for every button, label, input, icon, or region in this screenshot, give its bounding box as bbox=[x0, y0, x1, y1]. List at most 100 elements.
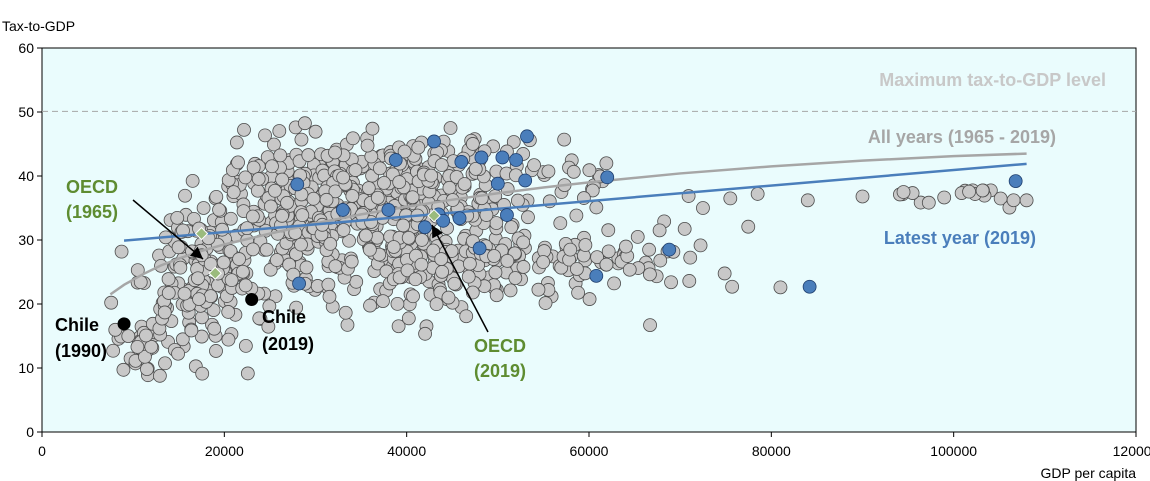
background-point bbox=[434, 252, 449, 266]
background-point bbox=[232, 252, 246, 266]
background-point bbox=[569, 208, 584, 223]
background-point bbox=[717, 266, 732, 281]
background-point bbox=[443, 121, 458, 135]
background-point bbox=[114, 244, 129, 259]
background-point bbox=[175, 332, 190, 347]
background-point bbox=[601, 223, 616, 238]
latest-year-point bbox=[417, 220, 432, 235]
background-point bbox=[207, 321, 222, 336]
background-point bbox=[457, 177, 472, 191]
background-point bbox=[240, 366, 255, 381]
background-point bbox=[139, 328, 153, 343]
oecd-2019-label: (2019) bbox=[474, 361, 526, 381]
background-point bbox=[328, 145, 342, 160]
background-point bbox=[221, 305, 236, 319]
background-point bbox=[195, 366, 210, 381]
oecd-2019-label: OECD bbox=[474, 336, 526, 356]
background-point bbox=[263, 199, 278, 214]
background-point bbox=[349, 274, 364, 289]
background-point bbox=[390, 296, 405, 311]
latest-year-point bbox=[520, 129, 534, 144]
oecd-average-point bbox=[427, 208, 441, 223]
background-point bbox=[365, 121, 380, 136]
background-point bbox=[442, 180, 457, 195]
background-point bbox=[434, 158, 449, 172]
latest-year-point bbox=[1008, 174, 1023, 189]
y-axis-title: Tax-to-GDP bbox=[2, 18, 75, 34]
background-point bbox=[377, 175, 391, 190]
background-point bbox=[361, 181, 376, 195]
background-point bbox=[157, 305, 172, 320]
background-point bbox=[261, 319, 276, 334]
background-point bbox=[921, 195, 936, 210]
background-point bbox=[269, 253, 284, 267]
background-point bbox=[275, 208, 289, 223]
background-point bbox=[289, 300, 304, 315]
background-point bbox=[262, 299, 277, 314]
background-point bbox=[506, 135, 521, 149]
background-point bbox=[370, 230, 385, 245]
background-point bbox=[226, 185, 241, 200]
background-point bbox=[531, 282, 546, 297]
background-point bbox=[773, 280, 788, 295]
background-point bbox=[144, 339, 159, 354]
latest-year-point bbox=[600, 170, 615, 185]
background-point bbox=[306, 191, 321, 206]
background-point bbox=[510, 193, 525, 208]
background-point bbox=[557, 132, 572, 147]
background-point bbox=[272, 124, 287, 138]
background-point bbox=[161, 286, 176, 300]
background-point bbox=[191, 271, 205, 286]
background-point bbox=[392, 175, 407, 190]
background-point bbox=[541, 164, 556, 179]
y-tick-label: 0 bbox=[26, 424, 34, 440]
background-point bbox=[336, 170, 350, 185]
background-point bbox=[643, 318, 657, 333]
background-point bbox=[295, 208, 310, 223]
background-point bbox=[396, 218, 411, 233]
background-point bbox=[176, 223, 190, 238]
background-point bbox=[171, 240, 186, 255]
latest-year-point bbox=[388, 153, 403, 167]
background-point bbox=[344, 254, 359, 269]
background-point bbox=[194, 329, 209, 344]
background-point bbox=[231, 155, 245, 170]
background-point bbox=[479, 208, 494, 222]
latest-year-point bbox=[490, 176, 505, 191]
latest-year-point bbox=[518, 173, 533, 188]
background-point bbox=[265, 159, 279, 174]
oecd-2019-arrow bbox=[431, 224, 489, 333]
background-point bbox=[664, 275, 678, 290]
background-point bbox=[322, 289, 337, 304]
background-point bbox=[216, 255, 231, 270]
oecd-1965-arrow bbox=[132, 199, 204, 260]
background-point bbox=[975, 183, 990, 198]
background-point bbox=[896, 185, 911, 199]
background-point bbox=[252, 311, 267, 326]
background-point bbox=[246, 242, 260, 257]
background-point bbox=[585, 183, 600, 198]
background-point bbox=[251, 172, 266, 186]
background-point bbox=[376, 294, 390, 309]
latest-year-point bbox=[495, 150, 510, 165]
chile-2019-label: (2019) bbox=[262, 334, 314, 354]
background-point bbox=[373, 161, 387, 176]
background-point bbox=[461, 269, 476, 284]
chile-point bbox=[245, 293, 259, 307]
background-point bbox=[212, 202, 226, 217]
chile-point bbox=[117, 317, 131, 331]
background-point bbox=[238, 278, 253, 293]
y-tick-label: 20 bbox=[18, 296, 34, 312]
background-point bbox=[414, 233, 429, 247]
background-point bbox=[192, 292, 206, 306]
background-point bbox=[209, 189, 224, 204]
background-point bbox=[195, 310, 209, 325]
background-point bbox=[566, 164, 581, 179]
background-point bbox=[723, 191, 738, 206]
background-point bbox=[619, 239, 633, 254]
background-point bbox=[321, 277, 336, 292]
background-point bbox=[346, 131, 360, 146]
background-point bbox=[323, 236, 338, 251]
background-point bbox=[538, 296, 553, 310]
latest-year-point bbox=[381, 203, 396, 217]
